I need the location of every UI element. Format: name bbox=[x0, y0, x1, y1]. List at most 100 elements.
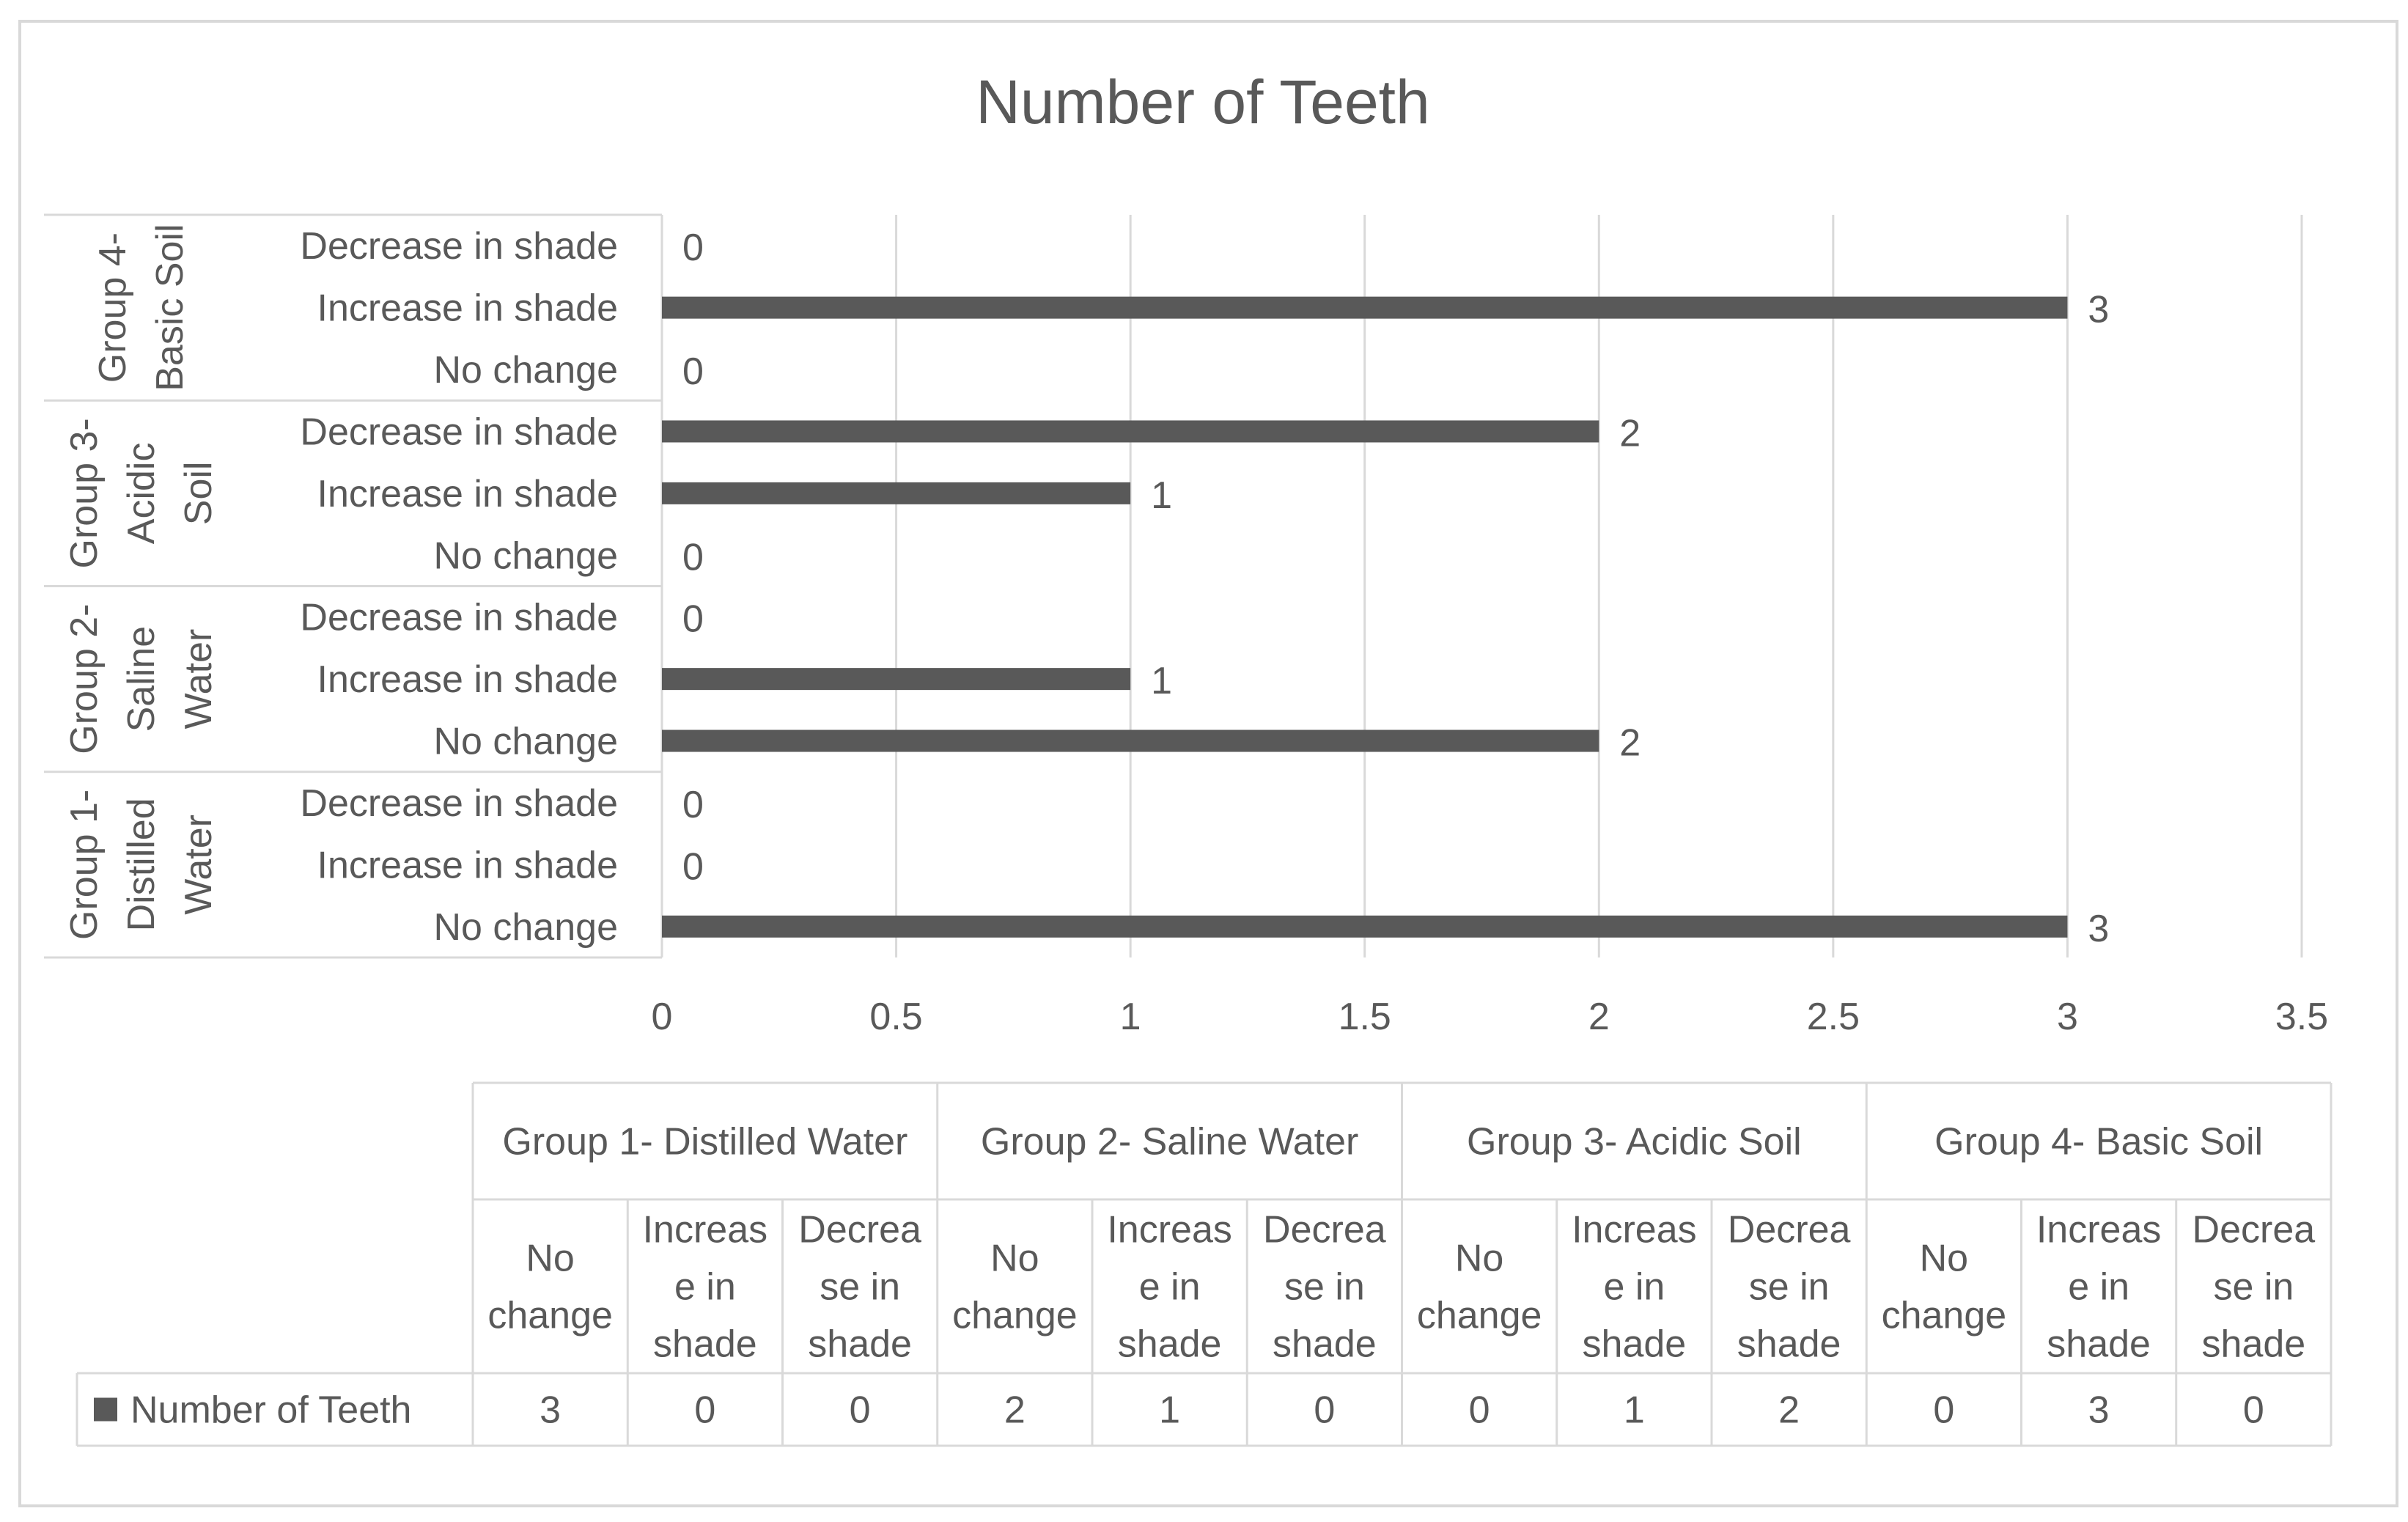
table-value-cell: 0 bbox=[1314, 1389, 1335, 1432]
table-category-header: change bbox=[952, 1295, 1078, 1337]
table-category-header: No bbox=[990, 1238, 1039, 1280]
x-tick-label: 1 bbox=[1120, 996, 1141, 1038]
data-label: 0 bbox=[682, 598, 704, 641]
table-category-header: shade bbox=[653, 1323, 757, 1366]
table-category-header: e in bbox=[2068, 1266, 2129, 1309]
table-group-header: Group 2- Saline Water bbox=[981, 1121, 1358, 1163]
table-category-header: se in bbox=[2213, 1266, 2294, 1309]
table-category-header: e in bbox=[674, 1266, 736, 1309]
table-value-cell: 0 bbox=[1933, 1389, 1954, 1432]
table-value-cell: 3 bbox=[2088, 1389, 2110, 1432]
group-axis-label: Basic Soil bbox=[149, 224, 191, 391]
table-category-header: Increas bbox=[643, 1209, 768, 1251]
table-category-header: se in bbox=[820, 1266, 900, 1309]
table-category-header: e in bbox=[1603, 1266, 1665, 1309]
table-category-header: Increas bbox=[2036, 1209, 2162, 1251]
table-category-header: shade bbox=[1273, 1323, 1377, 1366]
category-label: Increase in shade bbox=[317, 473, 619, 515]
table-category-header: Decrea bbox=[798, 1209, 921, 1251]
table-category-header: se in bbox=[1284, 1266, 1365, 1309]
table-value-cell: 0 bbox=[694, 1389, 715, 1432]
table-category-header: shade bbox=[1583, 1323, 1687, 1366]
x-tick-label: 3.5 bbox=[2275, 996, 2328, 1038]
table-category-header: shade bbox=[2202, 1323, 2306, 1366]
group-axis-label: Acidic bbox=[120, 443, 163, 545]
group-axis-label: Soil bbox=[177, 462, 220, 526]
table-category-header: shade bbox=[808, 1323, 912, 1366]
table-value-cell: 0 bbox=[1469, 1389, 1490, 1432]
table-category-header: shade bbox=[1118, 1323, 1222, 1366]
group-axis-label: Group 4- bbox=[92, 232, 134, 383]
table-value-cell: 2 bbox=[1778, 1389, 1800, 1432]
table-category-header: change bbox=[1417, 1295, 1542, 1337]
x-tick-label: 1.5 bbox=[1339, 996, 1391, 1038]
data-label: 2 bbox=[1619, 412, 1641, 455]
table-category-header: No bbox=[1455, 1238, 1503, 1280]
category-label: Increase in shade bbox=[317, 844, 619, 886]
data-label: 2 bbox=[1619, 722, 1641, 765]
table-category-header: Decrea bbox=[1728, 1209, 1851, 1251]
x-tick-label: 2 bbox=[1588, 996, 1610, 1038]
data-label: 0 bbox=[682, 536, 704, 578]
data-label: 0 bbox=[682, 784, 704, 826]
bar-3-2 bbox=[662, 482, 1131, 504]
legend-series-name: Number of Teeth bbox=[130, 1389, 411, 1432]
table-value-cell: 0 bbox=[850, 1389, 871, 1432]
x-tick-label: 0.5 bbox=[869, 996, 922, 1038]
bar-3-3 bbox=[662, 420, 1599, 443]
table-category-header: shade bbox=[2047, 1323, 2151, 1366]
table-category-header: change bbox=[1882, 1295, 2007, 1337]
x-tick-label: 3 bbox=[2057, 996, 2078, 1038]
table-category-header: shade bbox=[1737, 1323, 1841, 1366]
table-value-cell: 0 bbox=[2243, 1389, 2264, 1432]
group-axis-label: Group 3- bbox=[63, 418, 106, 568]
data-label: 1 bbox=[1151, 660, 1172, 702]
table-value-cell: 1 bbox=[1159, 1389, 1180, 1432]
data-label: 1 bbox=[1151, 474, 1172, 517]
category-label: Increase in shade bbox=[317, 287, 619, 330]
chart-frame bbox=[18, 20, 2398, 1507]
table-value-cell: 1 bbox=[1624, 1389, 1645, 1432]
bar-2-1 bbox=[662, 729, 1599, 752]
category-label: Decrease in shade bbox=[300, 411, 618, 453]
category-label: No change bbox=[433, 721, 618, 763]
table-category-header: Increas bbox=[1572, 1209, 1697, 1251]
table-group-header: Group 3- Acidic Soil bbox=[1467, 1121, 1802, 1163]
table-category-header: No bbox=[1920, 1238, 1968, 1280]
table-category-header: No bbox=[526, 1238, 574, 1280]
table-category-header: se in bbox=[1749, 1266, 1830, 1309]
bar-4-2 bbox=[662, 296, 2068, 319]
x-tick-label: 0 bbox=[652, 996, 673, 1038]
table-group-header: Group 1- Distilled Water bbox=[502, 1121, 907, 1163]
table-value-cell: 2 bbox=[1004, 1389, 1026, 1432]
bar-2-2 bbox=[662, 668, 1131, 691]
group-axis-label: Water bbox=[177, 815, 220, 915]
bar-1-1 bbox=[662, 915, 2068, 938]
category-label: Increase in shade bbox=[317, 658, 619, 701]
group-axis-label: Saline bbox=[120, 626, 163, 732]
data-label: 3 bbox=[2088, 289, 2109, 331]
category-label: No change bbox=[433, 349, 618, 391]
table-category-header: Increas bbox=[1107, 1209, 1232, 1251]
category-label: No change bbox=[433, 906, 618, 949]
legend-swatch bbox=[94, 1397, 117, 1422]
group-axis-label: Distilled bbox=[120, 798, 163, 931]
group-axis-label: Water bbox=[177, 629, 220, 729]
data-label: 3 bbox=[2088, 908, 2109, 950]
chart-title: Number of Teeth bbox=[976, 67, 1429, 136]
table-category-header: change bbox=[487, 1295, 613, 1337]
table-category-header: e in bbox=[1139, 1266, 1201, 1309]
category-label: No change bbox=[433, 534, 618, 577]
data-label: 0 bbox=[682, 350, 704, 393]
table-category-header: Decrea bbox=[1263, 1209, 1386, 1251]
group-axis-label: Group 2- bbox=[63, 604, 106, 754]
category-label: Decrease in shade bbox=[300, 225, 618, 268]
category-label: Decrease in shade bbox=[300, 782, 618, 825]
data-label: 0 bbox=[682, 845, 704, 888]
table-category-header: Decrea bbox=[2192, 1209, 2316, 1251]
data-label: 0 bbox=[682, 227, 704, 269]
table-group-header: Group 4- Basic Soil bbox=[1934, 1121, 2263, 1163]
x-tick-label: 2.5 bbox=[1807, 996, 1860, 1038]
table-value-cell: 3 bbox=[540, 1389, 561, 1432]
